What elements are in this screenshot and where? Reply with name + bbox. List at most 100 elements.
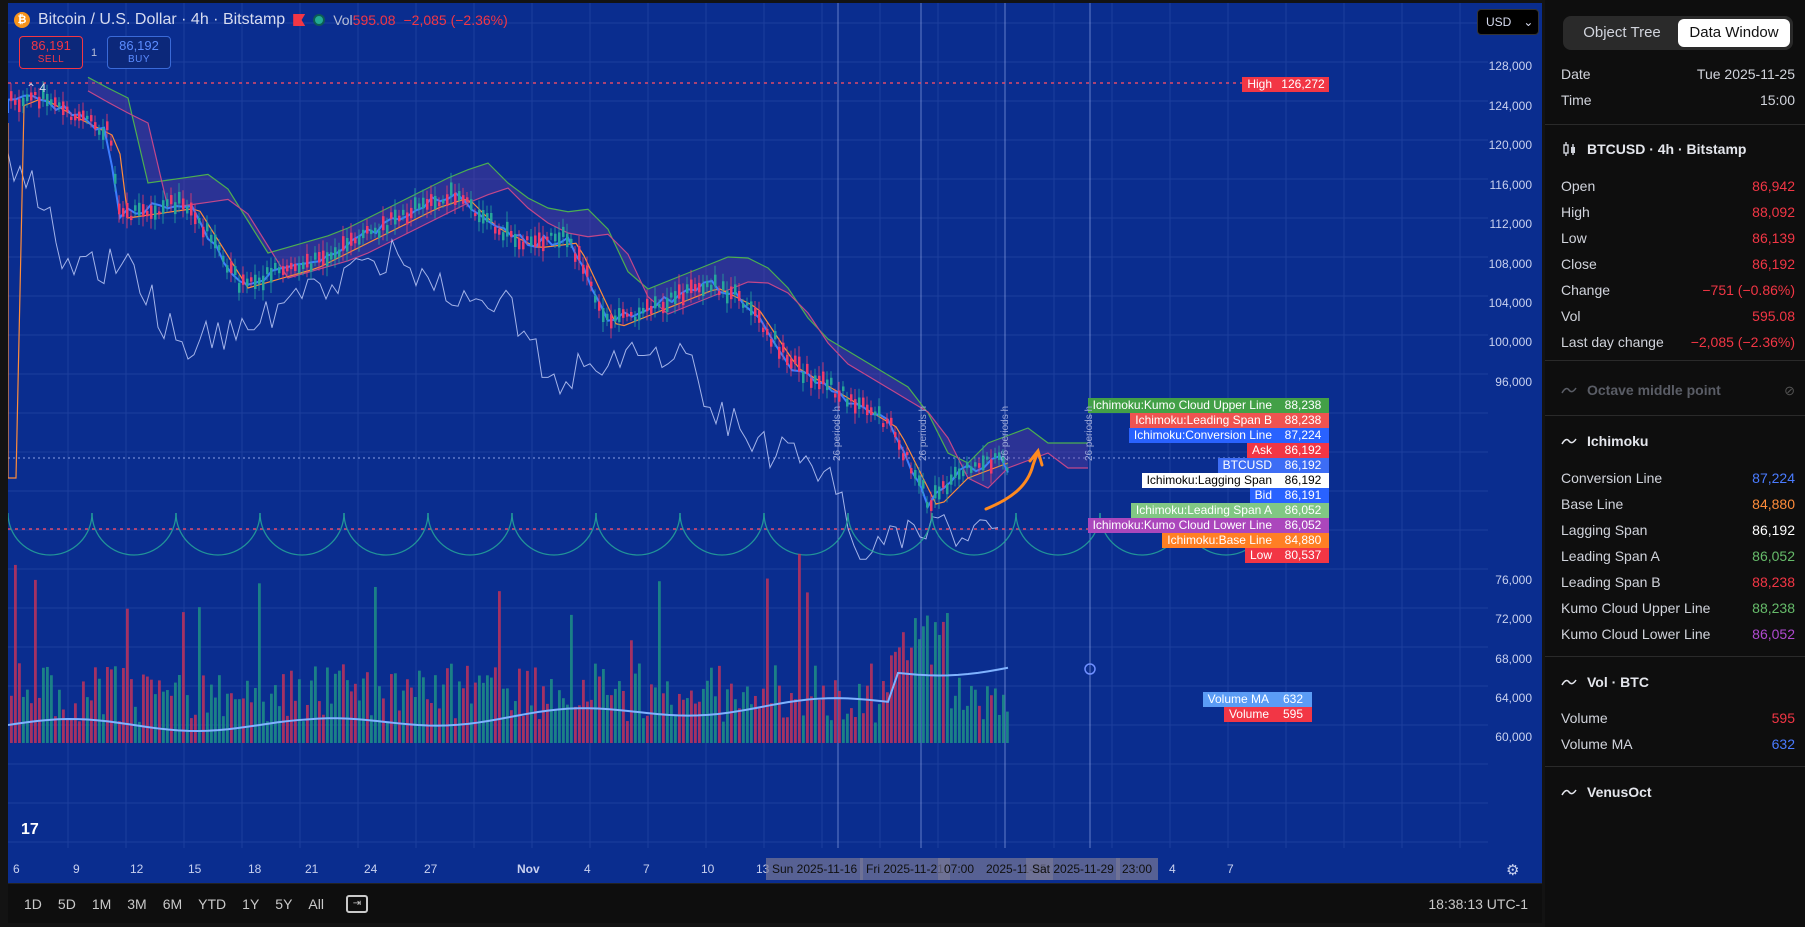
volume-bar [518, 668, 521, 743]
calendar-range-icon[interactable]: ⇥ [345, 894, 368, 913]
candle-body [442, 200, 445, 204]
volume-bar [566, 704, 569, 743]
volume-bar [50, 675, 53, 743]
range-button-1y[interactable]: 1Y [242, 895, 260, 912]
volume-bar [274, 685, 277, 743]
volume-bar [546, 703, 549, 743]
range-button-1d[interactable]: 1D [24, 895, 42, 912]
volume-bar [250, 702, 253, 743]
range-button-all[interactable]: All [308, 895, 324, 912]
range-button-3m[interactable]: 3M [127, 895, 147, 912]
venusoct-section-header[interactable]: VenusOct [1561, 784, 1652, 800]
candle-body [254, 274, 257, 290]
volume-bar [502, 688, 505, 743]
candle-body [654, 296, 657, 309]
volume-bar [606, 694, 609, 743]
date-row: Date Tue 2025-11-25 [1561, 66, 1795, 82]
volume-bar [946, 613, 949, 743]
tradingview-logo[interactable]: 17 [21, 821, 39, 838]
time-axis-label: 9 [73, 862, 80, 876]
tab-data-window[interactable]: Data Window [1678, 19, 1790, 47]
range-button-ytd[interactable]: YTD [198, 895, 227, 912]
data-row: Kumo Cloud Upper Line 88,238 [1561, 600, 1795, 616]
volume-bar [638, 663, 641, 743]
wave-icon [1561, 789, 1577, 796]
candle-body [478, 209, 481, 223]
range-button-1m[interactable]: 1M [91, 895, 112, 912]
volume-bar [798, 553, 801, 743]
volume-bar [242, 698, 245, 743]
volume-bar [138, 721, 141, 743]
vol-change: −2,085 (−2.36%) [403, 12, 508, 28]
flag-icon[interactable] [293, 14, 306, 26]
candle-body [946, 484, 949, 495]
octave-section-header[interactable]: Octave middle point [1561, 382, 1721, 398]
volume-bar [98, 678, 101, 743]
ichimoku-section-header[interactable]: Ichimoku [1561, 433, 1648, 449]
crosshair-label: Sun 2025-11-16 [766, 858, 864, 880]
volume-bar [826, 715, 829, 743]
candle-body [902, 453, 905, 461]
volume-bar [966, 705, 969, 743]
range-button-5d[interactable]: 5D [57, 895, 76, 912]
gear-icon[interactable]: ⚙ [1506, 862, 1520, 879]
range-button-5y[interactable]: 5Y [275, 895, 293, 912]
candle-body [994, 453, 997, 459]
volume-bar [722, 721, 725, 743]
volume-bar [994, 688, 997, 743]
candle-body [826, 379, 829, 391]
spread-value: 1 [91, 47, 98, 59]
candle-body [830, 377, 833, 385]
price-tag-value: 86,191 [1277, 488, 1329, 503]
candle-body [514, 233, 517, 248]
symbol-title[interactable]: Bitcoin / U.S. Dollar · 4h · Bitstamp [38, 11, 286, 28]
clock[interactable]: 18:38:13 UTC-1 [1428, 895, 1528, 912]
volume-bar [786, 717, 789, 743]
eye-hidden-icon[interactable]: ⊘ [1784, 383, 1795, 398]
volume-bar [254, 687, 257, 743]
price-tag-name: Ichimoku:Leading Span A [1130, 503, 1277, 518]
price-tag: Ichimoku:Base Line 84,880 [1162, 533, 1329, 548]
candle-body [246, 278, 249, 287]
market-status-icon[interactable] [313, 14, 326, 26]
chart-pane[interactable]: ₿ Bitcoin / U.S. Dollar · 4h · Bitstamp … [8, 3, 1542, 883]
price-tag: BTCUSD 86,192 [1217, 458, 1329, 473]
sell-button[interactable]: 86,191 SELL [19, 36, 83, 69]
range-button-6m[interactable]: 6M [162, 895, 183, 912]
volume-bar [78, 721, 81, 743]
candle-body [522, 241, 525, 250]
data-row-value: 86,192 [1752, 256, 1795, 272]
candle-body [374, 227, 377, 233]
drawing-arrow [984, 447, 1044, 511]
volume-section-header[interactable]: Vol · BTC [1561, 674, 1649, 690]
data-row: Leading Span A 86,052 [1561, 548, 1795, 564]
volume-bar [486, 675, 489, 743]
price-tag-name: Volume [1223, 707, 1274, 722]
candle-body [510, 230, 513, 237]
candle-body [786, 354, 789, 366]
volume-bar [630, 640, 633, 743]
data-row: Leading Span B 88,238 [1561, 574, 1795, 590]
currency-select[interactable]: USD ⌄ [1477, 9, 1539, 35]
candle-body [302, 262, 305, 269]
period-marker-label: 26 periods h [918, 405, 929, 461]
buy-button[interactable]: 86,192 BUY [107, 36, 171, 69]
candle-body [366, 226, 369, 234]
candle-body [226, 265, 229, 273]
tab-object-tree[interactable]: Object Tree [1583, 24, 1661, 41]
volume-bar [494, 667, 497, 743]
volume-bar [590, 699, 593, 743]
candle-body [370, 229, 373, 235]
volume-bar [54, 716, 57, 743]
volume-bar [762, 688, 765, 743]
volume-bar [142, 674, 145, 743]
volume-bar [674, 714, 677, 743]
volume-bar [822, 685, 825, 743]
candle-body [750, 301, 753, 316]
indicator-collapse-toggle[interactable]: ⌃ 4 [26, 81, 47, 95]
candle-body [918, 475, 921, 486]
candle-body [582, 264, 585, 274]
volume-bar [22, 696, 25, 743]
volume-bar [378, 686, 381, 743]
candle-body [822, 371, 825, 385]
